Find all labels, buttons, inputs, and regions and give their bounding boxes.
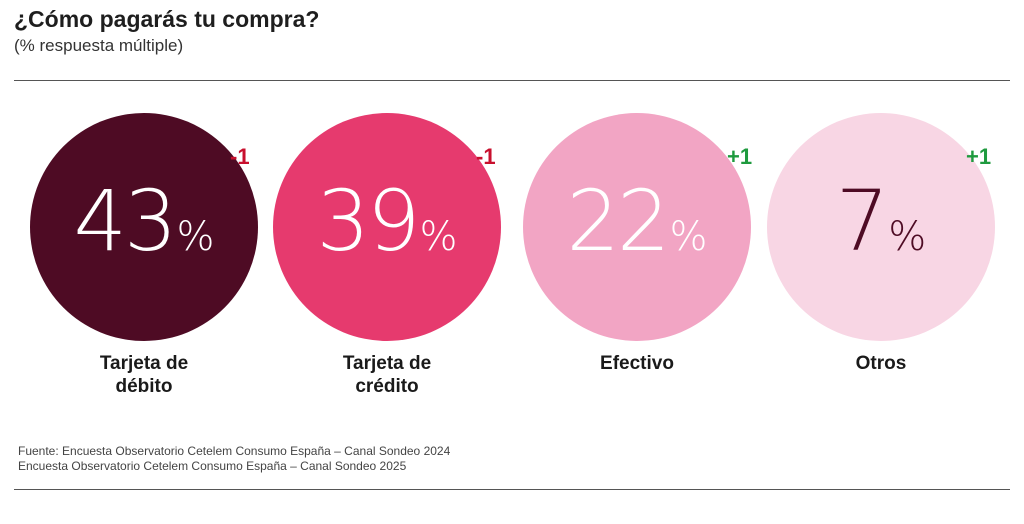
value-number: 22 — [566, 172, 671, 270]
bottom-divider — [14, 489, 1010, 490]
bubble-value-3: 22% — [523, 172, 751, 270]
source-line-1: Fuente: Encuesta Observatorio Cetelem Co… — [18, 444, 451, 458]
bubble-value-4: 7% — [767, 172, 995, 270]
bubble-value-2: 39% — [273, 172, 501, 270]
category-label-1: Tarjeta de débito — [44, 352, 244, 398]
source-line-2: Encuesta Observatorio Cetelem Consumo Es… — [18, 459, 407, 473]
category-label-3: Efectivo — [537, 352, 737, 375]
value-unit: % — [669, 214, 708, 260]
value-number: 39 — [316, 172, 421, 270]
change-badge-2: -1 — [476, 144, 496, 169]
chart-subtitle: (% respuesta múltiple) — [14, 36, 184, 55]
category-label-line: Tarjeta de — [99, 353, 189, 374]
category-label-line: débito — [115, 376, 173, 397]
value-unit: % — [419, 214, 458, 260]
bubble-2 — [273, 113, 501, 341]
category-label-line: Efectivo — [600, 353, 674, 374]
category-label-line: crédito — [355, 376, 419, 397]
value-unit: % — [176, 214, 215, 260]
value-number: 43 — [73, 172, 178, 270]
bubble-1 — [30, 113, 258, 341]
chart-title: ¿Cómo pagarás tu compra? — [14, 6, 320, 32]
category-label-line: Otros — [855, 353, 907, 374]
value-number: 7 — [835, 172, 889, 270]
change-badge-1: -1 — [230, 144, 250, 169]
bubble-3 — [523, 113, 751, 341]
top-divider — [14, 80, 1010, 81]
category-label-2: Tarjeta de crédito — [287, 352, 487, 398]
change-badge-4: +1 — [966, 144, 992, 169]
bubble-value-1: 43% — [30, 172, 258, 270]
value-unit: % — [888, 214, 927, 260]
source-note: Fuente: Encuesta Observatorio Cetelem Co… — [18, 444, 450, 474]
bubble-4 — [767, 113, 995, 341]
category-label-line: Tarjeta de — [342, 353, 432, 374]
category-label-4: Otros — [781, 352, 981, 375]
change-badge-3: +1 — [727, 144, 753, 169]
